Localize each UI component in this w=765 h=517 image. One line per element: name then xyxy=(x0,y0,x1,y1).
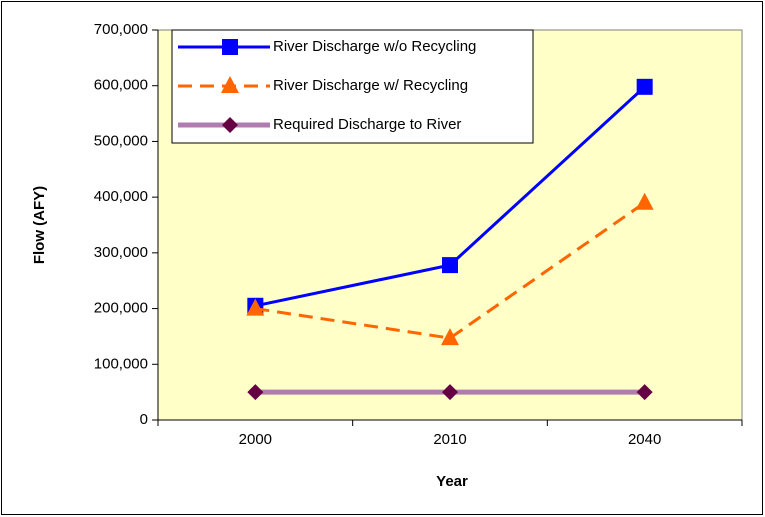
marker xyxy=(442,257,458,274)
y-tick-label: 300,000 xyxy=(94,244,148,261)
legend-marker xyxy=(222,117,238,133)
legend-label: River Discharge w/ Recycling xyxy=(273,77,468,94)
series-line xyxy=(255,201,646,340)
x-tick-label: 2010 xyxy=(433,431,466,448)
marker xyxy=(636,384,653,401)
y-axis-label: Flow (AFY) xyxy=(31,186,48,264)
y-tick-label: 400,000 xyxy=(94,188,148,205)
marker xyxy=(635,192,654,210)
legend-label: River Discharge w/o Recycling xyxy=(273,38,476,55)
marker xyxy=(247,384,264,401)
y-tick-label: 500,000 xyxy=(94,132,148,149)
y-tick-label: 0 xyxy=(140,411,148,428)
y-tick-label: 200,000 xyxy=(94,300,148,317)
y-tick-label: 600,000 xyxy=(94,77,148,94)
y-tick-label: 100,000 xyxy=(94,355,148,372)
x-tick-label: 2000 xyxy=(239,431,272,448)
legend-marker xyxy=(221,76,239,93)
marker xyxy=(442,384,458,401)
legend-marker xyxy=(222,39,238,55)
y-tick-label: 700,000 xyxy=(94,21,148,38)
marker xyxy=(246,298,265,316)
x-tick-label: 2040 xyxy=(628,431,661,448)
marker xyxy=(636,78,653,95)
legend-label: Required Discharge to River xyxy=(273,116,461,133)
marker xyxy=(441,328,459,346)
x-axis-label: Year xyxy=(436,473,468,490)
